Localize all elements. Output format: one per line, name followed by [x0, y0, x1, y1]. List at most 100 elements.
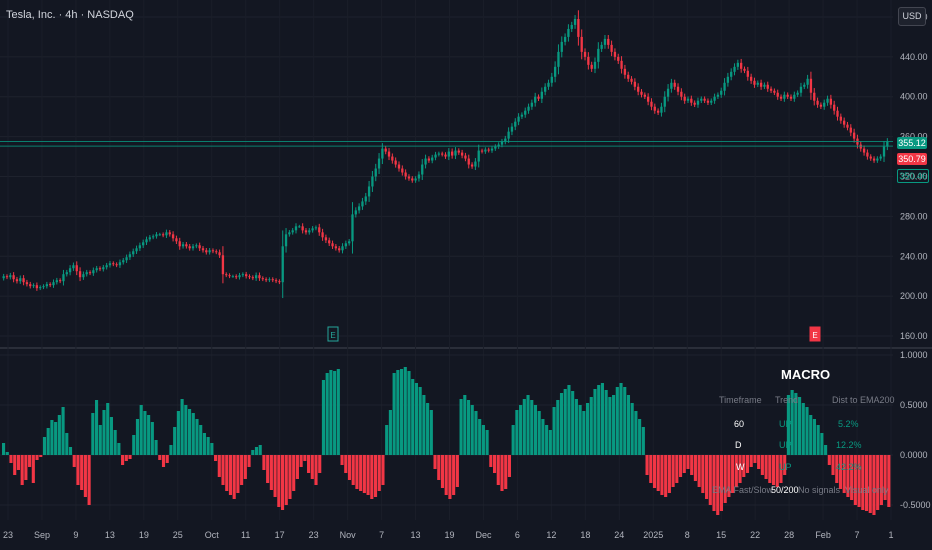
oscillator-bar — [537, 411, 541, 455]
oscillator-bar — [303, 455, 307, 461]
candle-body — [58, 280, 62, 282]
oscillator-bar — [600, 383, 604, 455]
candle-body — [92, 270, 95, 274]
candle-body — [560, 41, 563, 52]
oscillator-bar — [768, 455, 772, 483]
time-tick-label: 9 — [73, 530, 78, 540]
oscillator-bar — [187, 409, 192, 455]
candle-body — [195, 245, 198, 247]
currency-button[interactable]: USD — [898, 7, 926, 26]
candle-body — [404, 172, 407, 177]
oscillator-bar — [94, 400, 99, 455]
candle-body — [311, 228, 314, 231]
candle-body — [377, 158, 381, 169]
candle-body — [749, 76, 753, 81]
macro-header-trend: Trend — [775, 395, 799, 405]
oscillator-bar — [426, 403, 430, 455]
candle-body — [593, 61, 597, 69]
candle-body — [696, 100, 700, 105]
oscillator-bar — [381, 455, 385, 485]
candle-body — [39, 287, 42, 289]
candle-body — [115, 264, 118, 266]
candle-body — [474, 161, 477, 167]
oscillator-bar — [571, 391, 575, 455]
oscillator-bar — [61, 407, 65, 455]
oscillator-bar — [400, 369, 404, 455]
oscillator-bar — [388, 410, 392, 455]
candle-body — [852, 132, 856, 139]
oscillator-bar — [831, 455, 835, 475]
oscillator-bar — [705, 455, 709, 499]
time-tick-label: 13 — [411, 530, 421, 540]
candle-body — [394, 160, 397, 165]
candle-body — [431, 157, 434, 161]
oscillator-bar — [760, 455, 764, 475]
oscillator-bar — [258, 445, 262, 455]
price-tag-last: 350.79 — [897, 153, 927, 165]
oscillator-bar — [165, 455, 169, 463]
candle-body — [530, 102, 534, 107]
candle-body — [869, 156, 872, 159]
oscillator-tick-label: 0.0000 — [900, 450, 928, 460]
candle-body — [500, 141, 504, 145]
oscillator-bar — [708, 455, 712, 505]
candle-body — [477, 150, 480, 162]
oscillator-bar — [533, 405, 538, 455]
oscillator-bar — [68, 447, 73, 455]
oscillator-bar — [333, 371, 337, 455]
candle-body — [640, 91, 643, 95]
oscillator-bar — [745, 455, 750, 473]
oscillator-bar — [113, 430, 117, 455]
oscillator-bar — [429, 410, 433, 455]
candle-body — [85, 272, 88, 275]
candle-body — [112, 263, 115, 265]
candle-body — [52, 282, 55, 286]
oscillator-bar — [202, 433, 206, 455]
oscillator-bar — [414, 383, 419, 455]
candle-body — [497, 144, 500, 147]
time-tick-label: Nov — [340, 530, 357, 540]
oscillator-bar — [671, 455, 675, 487]
time-tick-label: 11 — [241, 530, 250, 540]
oscillator-tick-label: -0.5000 — [900, 500, 931, 510]
candle-body — [357, 206, 361, 211]
candle-body — [338, 248, 341, 251]
candle-body — [799, 86, 803, 93]
price-tick-label: 360.00 — [900, 132, 928, 142]
candle-body — [610, 44, 613, 52]
candle-body — [819, 104, 823, 107]
oscillator-bar — [783, 455, 787, 475]
oscillator-bar — [838, 455, 843, 489]
time-tick-label: 15 — [716, 530, 726, 540]
oscillator-bar — [850, 455, 854, 500]
price-tick-label: 400.00 — [900, 92, 928, 102]
candle-body — [62, 274, 65, 282]
candle-body — [165, 232, 168, 236]
oscillator-bar — [284, 455, 288, 505]
oscillator-bar — [678, 455, 683, 477]
oscillator-bar — [474, 411, 478, 455]
candle-body — [630, 78, 633, 82]
candle-body — [547, 82, 550, 87]
oscillator-bar — [608, 397, 612, 455]
candle-body — [524, 110, 527, 115]
candle-body — [95, 268, 98, 271]
oscillator-bar — [403, 367, 407, 455]
candle-body — [125, 257, 128, 261]
candle-body — [221, 255, 225, 275]
candle-body — [171, 234, 175, 239]
oscillator-bar — [147, 415, 151, 455]
candle-body — [411, 178, 414, 181]
candle-body — [759, 82, 763, 87]
candle-body — [151, 236, 155, 238]
oscillator-bar — [39, 455, 43, 457]
candle-body — [637, 86, 640, 92]
oscillator-bar — [492, 455, 497, 473]
price-tick-label: 280.00 — [900, 211, 928, 221]
oscillator-bar — [318, 455, 322, 473]
oscillator-bar — [72, 455, 76, 467]
oscillator-bar — [835, 455, 839, 483]
candle-body — [138, 245, 142, 249]
candle-body — [520, 114, 524, 117]
candle-body — [22, 278, 25, 283]
